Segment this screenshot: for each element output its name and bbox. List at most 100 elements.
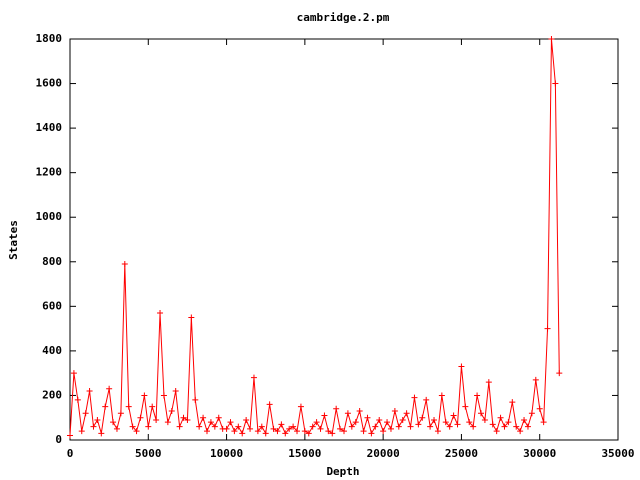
point-marker [356, 408, 363, 415]
x-axis-label: Depth [326, 465, 359, 478]
point-marker [196, 423, 203, 430]
point-marker [536, 405, 543, 412]
point-marker [403, 410, 410, 417]
point-marker [364, 414, 371, 421]
point-marker [74, 396, 81, 403]
point-marker [231, 428, 238, 435]
y-tick-label: 200 [42, 388, 62, 401]
point-marker [431, 416, 438, 423]
point-marker [270, 425, 277, 432]
point-marker [474, 392, 481, 399]
point-marker [485, 379, 492, 386]
point-marker [387, 425, 394, 432]
x-tick-label: 15000 [288, 447, 321, 460]
y-tick-label: 1000 [36, 210, 63, 223]
point-marker [188, 314, 195, 321]
point-marker [117, 410, 124, 417]
point-marker [70, 370, 77, 377]
chart-title: cambridge.2.pm [297, 11, 390, 24]
y-tick-label: 1800 [36, 32, 63, 45]
point-marker [67, 432, 73, 439]
point-marker [372, 423, 379, 430]
point-marker [505, 419, 512, 426]
point-marker [427, 423, 434, 430]
point-marker [200, 414, 207, 421]
point-marker [204, 428, 210, 435]
y-tick-label: 800 [42, 255, 62, 268]
point-marker [113, 425, 120, 432]
point-marker [106, 385, 113, 392]
point-marker [301, 428, 308, 435]
point-marker [548, 36, 555, 42]
point-marker [211, 423, 218, 430]
point-marker [517, 428, 524, 435]
point-marker [352, 419, 359, 426]
point-marker [192, 396, 199, 403]
point-marker [223, 425, 230, 432]
point-marker [399, 416, 406, 423]
point-marker [380, 428, 387, 435]
point-marker [184, 416, 191, 423]
point-marker [360, 428, 367, 435]
point-marker [423, 396, 430, 403]
point-marker [258, 423, 265, 430]
point-marker [552, 80, 559, 87]
point-marker [438, 392, 445, 399]
x-tick-label: 20000 [367, 447, 400, 460]
plot-frame [69, 38, 619, 441]
point-marker [333, 405, 340, 412]
point-marker [172, 387, 179, 394]
point-marker [149, 403, 156, 410]
point-marker [419, 414, 426, 421]
point-marker [513, 423, 520, 430]
point-marker [157, 310, 164, 317]
point-marker [239, 430, 246, 437]
x-tick-label: 0 [67, 447, 74, 460]
point-marker [110, 419, 117, 426]
point-marker [481, 416, 488, 423]
point-marker [247, 425, 254, 432]
x-tick-label: 35000 [601, 447, 634, 460]
point-marker [294, 428, 301, 435]
point-marker [290, 423, 297, 430]
point-marker [282, 430, 289, 437]
point-marker [493, 428, 500, 435]
point-marker [446, 423, 453, 430]
point-marker [540, 419, 547, 426]
point-marker [78, 428, 85, 435]
point-marker [317, 425, 324, 432]
point-marker [489, 421, 496, 428]
point-marker [321, 412, 328, 419]
y-tick-label: 0 [55, 433, 62, 446]
point-marker [309, 423, 316, 430]
point-marker [160, 392, 167, 399]
point-marker [415, 421, 422, 428]
point-marker [391, 408, 398, 415]
point-marker [313, 419, 320, 426]
point-marker [344, 410, 351, 417]
point-marker [442, 419, 449, 426]
point-marker [305, 430, 312, 437]
point-marker [478, 410, 484, 417]
point-marker [411, 394, 418, 401]
point-marker [145, 423, 152, 430]
point-marker [497, 414, 504, 421]
point-marker [164, 419, 171, 426]
point-marker [121, 261, 128, 268]
point-marker [337, 425, 344, 432]
point-marker [102, 403, 109, 410]
point-marker [458, 363, 465, 370]
point-marker [235, 423, 242, 430]
point-marker [329, 430, 336, 437]
point-marker [454, 421, 461, 428]
point-marker [137, 414, 144, 421]
point-marker [153, 416, 160, 423]
point-marker [501, 423, 508, 430]
point-marker [176, 423, 183, 430]
point-marker [94, 416, 101, 423]
y-tick-label: 1600 [36, 77, 63, 90]
point-marker [243, 416, 250, 423]
point-marker [278, 421, 285, 428]
point-marker [407, 423, 414, 430]
